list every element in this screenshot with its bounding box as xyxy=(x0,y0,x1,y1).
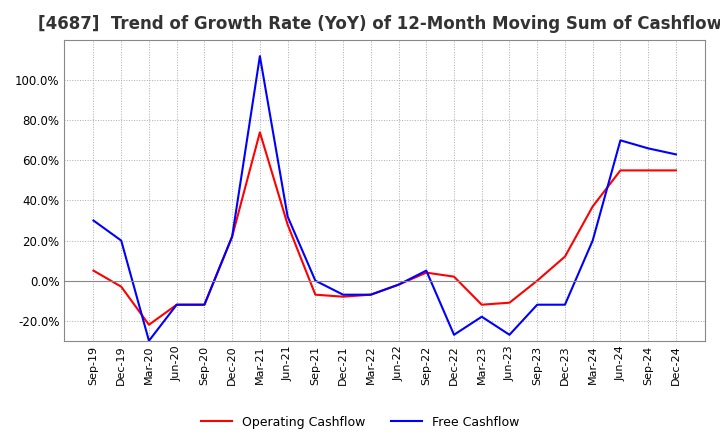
Operating Cashflow xyxy=(395,282,403,287)
Operating Cashflow xyxy=(117,284,125,290)
Free Cashflow xyxy=(256,54,264,59)
Operating Cashflow xyxy=(533,278,541,283)
Operating Cashflow xyxy=(366,292,375,297)
Free Cashflow xyxy=(339,292,348,297)
Free Cashflow xyxy=(311,278,320,283)
Free Cashflow xyxy=(145,338,153,344)
Operating Cashflow xyxy=(256,130,264,135)
Operating Cashflow xyxy=(172,302,181,308)
Operating Cashflow xyxy=(89,268,98,273)
Free Cashflow xyxy=(200,302,209,308)
Free Cashflow xyxy=(616,138,625,143)
Operating Cashflow xyxy=(283,222,292,227)
Operating Cashflow xyxy=(339,294,348,299)
Free Cashflow xyxy=(561,302,570,308)
Free Cashflow xyxy=(505,332,514,337)
Free Cashflow xyxy=(588,238,597,243)
Free Cashflow xyxy=(644,146,652,151)
Operating Cashflow xyxy=(672,168,680,173)
Operating Cashflow xyxy=(422,270,431,275)
Operating Cashflow xyxy=(145,322,153,327)
Free Cashflow xyxy=(477,314,486,319)
Operating Cashflow xyxy=(505,300,514,305)
Free Cashflow xyxy=(228,234,236,239)
Free Cashflow xyxy=(283,214,292,219)
Free Cashflow xyxy=(172,302,181,308)
Line: Free Cashflow: Free Cashflow xyxy=(94,56,676,341)
Operating Cashflow xyxy=(644,168,652,173)
Free Cashflow xyxy=(366,292,375,297)
Operating Cashflow xyxy=(477,302,486,308)
Legend: Operating Cashflow, Free Cashflow: Operating Cashflow, Free Cashflow xyxy=(196,411,524,434)
Operating Cashflow xyxy=(450,274,459,279)
Operating Cashflow xyxy=(616,168,625,173)
Operating Cashflow xyxy=(561,254,570,259)
Operating Cashflow xyxy=(311,292,320,297)
Title: [4687]  Trend of Growth Rate (YoY) of 12-Month Moving Sum of Cashflows: [4687] Trend of Growth Rate (YoY) of 12-… xyxy=(37,15,720,33)
Free Cashflow xyxy=(672,152,680,157)
Operating Cashflow xyxy=(228,234,236,239)
Free Cashflow xyxy=(117,238,125,243)
Operating Cashflow xyxy=(588,204,597,209)
Free Cashflow xyxy=(450,332,459,337)
Free Cashflow xyxy=(422,268,431,273)
Operating Cashflow xyxy=(200,302,209,308)
Free Cashflow xyxy=(533,302,541,308)
Free Cashflow xyxy=(89,218,98,223)
Line: Operating Cashflow: Operating Cashflow xyxy=(94,132,676,325)
Free Cashflow xyxy=(395,282,403,287)
